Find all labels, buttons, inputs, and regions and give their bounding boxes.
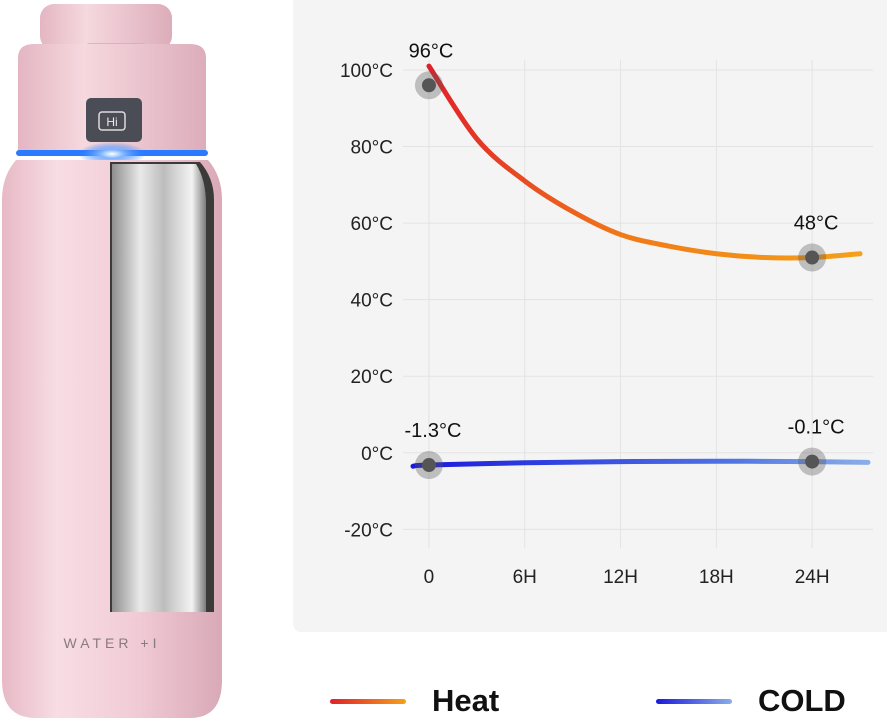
y-tick-label: 80°C [351,138,393,159]
brand-text: WATER +I [64,635,161,651]
bottle-illustration: Hi WATER +I [0,0,260,722]
data-label-cold: -1.3°C [405,420,462,442]
x-tick-label: 0 [424,567,435,588]
marker-point-cold [421,458,436,473]
marker-point-cold [805,454,820,469]
chart-panel: 100°C 80°C 60°C 40°C 20°C 0°C -20°C 0 6H 12H 18H 2… [293,0,887,632]
y-tick-label: 40°C [351,291,393,312]
y-tick-label: 0°C [361,444,393,465]
y-tick-label: 60°C [351,214,393,235]
x-axis-ticks: 0 6H 12H 18H 24H [424,567,830,588]
y-tick-label: 20°C [351,367,393,388]
chart-legend: Heat COLD [0,680,887,722]
marker-point-heat [805,250,820,265]
data-label-cold: -0.1°C [788,417,845,439]
data-label-heat: 48°C [794,213,839,235]
series-markers: 96°C 48°C -1.3°C -0.1°C [405,40,845,480]
steel-liner [112,164,206,612]
legend-label-heat: Heat [432,683,500,718]
y-tick-label: 100°C [340,61,393,82]
bottle-lid-top [40,4,172,50]
data-label-heat: 96°C [409,40,454,62]
cap-badge-text: Hi [106,115,117,129]
series-lines [410,63,871,469]
y-tick-label: -20°C [344,520,393,541]
y-axis-ticks: 100°C 80°C 60°C 40°C 20°C 0°C -20°C [340,61,393,541]
legend-item-heat: Heat [330,680,499,722]
marker-point-heat [421,78,436,93]
cap-badge [86,98,142,142]
x-tick-label: 12H [603,567,638,588]
legend-item-cold: COLD [656,680,846,722]
bottle-graphic: Hi WATER +I [2,4,222,718]
x-tick-label: 6H [513,567,537,588]
x-tick-label: 24H [795,567,830,588]
x-tick-label: 18H [699,567,734,588]
temperature-chart: 100°C 80°C 60°C 40°C 20°C 0°C -20°C 0 6H 12H 18H 2… [340,40,873,588]
legend-label-cold: COLD [758,683,846,718]
legend-swatch-cold [656,698,732,704]
legend-swatch-heat [330,698,406,704]
series-line-heat [426,63,863,261]
